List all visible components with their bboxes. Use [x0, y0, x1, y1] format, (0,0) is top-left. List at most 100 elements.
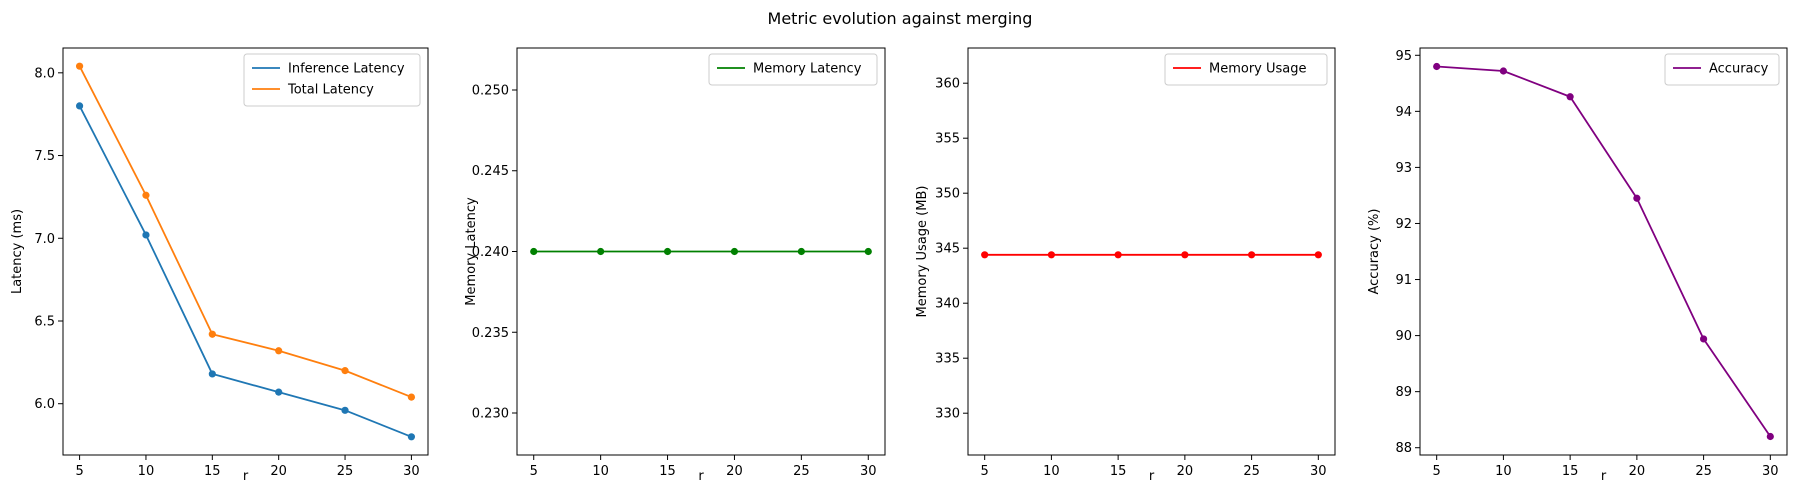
data-point	[1314, 251, 1322, 259]
data-point	[407, 433, 416, 441]
x-axis-label: r	[1149, 469, 1155, 484]
data-point	[208, 330, 216, 338]
subplot-3: 5 10 15 20 25 30 330 335 340 345 350 355 360 r Memory …	[915, 47, 1336, 484]
legend: Memory Usage	[1164, 53, 1328, 86]
x-tick-label: 20	[1629, 464, 1646, 479]
data-point	[730, 247, 739, 256]
subplot-2: 5 10 15 20 25 30 0.230 0.235 0.240 0.245 0.250 r Mem…	[464, 47, 886, 484]
data-point	[75, 62, 84, 70]
subplot-4: 5 10 15 20 25 30 88 89 90 91 92 93 94 95 r Accuracy (%)…	[1367, 47, 1788, 484]
x-tick-label: 10	[1043, 464, 1060, 479]
y-tick-label: 92	[1395, 217, 1412, 232]
x-tick-label: 30	[860, 464, 877, 479]
data-point	[1499, 67, 1508, 75]
x-tick-label: 20	[726, 464, 743, 479]
data-point	[341, 367, 349, 375]
x-tick-label: 10	[1495, 464, 1512, 479]
data-point	[1114, 251, 1122, 259]
y-tick-label: 6.5	[34, 314, 55, 329]
y-tick-label: 8.0	[34, 66, 55, 81]
x-axis-label: r	[1601, 469, 1607, 484]
y-tick-label: 94	[1395, 105, 1412, 120]
y-tick-label: 0.230	[472, 407, 509, 422]
legend-box	[243, 53, 421, 107]
data-point	[275, 347, 283, 355]
series-total-latency	[75, 62, 416, 401]
figure-title: Metric evolution against merging	[768, 9, 1033, 28]
x-axis-label: r	[243, 469, 249, 484]
data-point	[530, 247, 538, 256]
y-tick-label: 345	[935, 242, 960, 257]
data-point	[864, 247, 872, 256]
x-tick-label: 5	[530, 464, 538, 479]
y-tick-label: 93	[1395, 161, 1412, 176]
y-tick-label: 330	[935, 407, 960, 422]
legend-box	[1664, 53, 1780, 86]
series-line	[78, 105, 412, 438]
subplots: 5 10 15 20 25 30 6.0 6.5 7.0 7.5 8.0 r Latency (ms) I…	[10, 47, 1788, 484]
legend-label: Memory Usage	[1209, 62, 1307, 77]
data-point	[597, 247, 605, 256]
y-tick-label: 90	[1395, 329, 1412, 344]
x-tick-label: 10	[592, 464, 609, 479]
y-tick-label: 0.245	[472, 164, 509, 179]
y-axis-label: Memory Usage (MB)	[915, 186, 930, 318]
x-tick-label: 30	[1762, 464, 1779, 479]
legend: Accuracy	[1664, 53, 1780, 86]
data-point	[1566, 93, 1574, 101]
data-point	[1247, 251, 1256, 259]
legend-box	[708, 53, 878, 86]
data-point	[663, 247, 672, 256]
y-tick-label: 7.0	[34, 232, 55, 247]
x-tick-label: 20	[1177, 464, 1194, 479]
axes-frame	[62, 47, 429, 456]
series-memory-usage	[981, 251, 1322, 259]
y-tick-label: 0.235	[472, 326, 509, 341]
data-point	[1766, 432, 1774, 441]
series-inference-latency	[75, 102, 416, 441]
data-point	[75, 102, 84, 110]
x-tick-label: 15	[659, 464, 676, 479]
legend-label: Memory Latency	[753, 62, 862, 77]
axes-frame	[1419, 47, 1788, 456]
y-tick-label: 355	[935, 132, 960, 147]
data-point	[981, 251, 989, 259]
x-tick-label: 15	[204, 464, 221, 479]
y-tick-label: 7.5	[34, 149, 55, 164]
data-point	[208, 370, 216, 378]
data-point	[142, 231, 150, 239]
data-point	[142, 191, 150, 199]
y-axis-label: Memory Latency	[464, 197, 479, 306]
x-tick-label: 20	[270, 464, 287, 479]
y-axis-label: Latency (ms)	[10, 209, 25, 294]
x-tick-label: 25	[1695, 464, 1712, 479]
data-point	[1433, 62, 1441, 71]
x-tick-label: 10	[138, 464, 155, 479]
legend: Inference Latency Total Latency	[243, 53, 421, 107]
legend-label: Accuracy	[1709, 62, 1769, 77]
y-tick-label: 88	[1395, 441, 1412, 456]
series-accuracy	[1433, 62, 1774, 441]
y-tick-label: 350	[935, 187, 960, 202]
data-point	[275, 388, 283, 396]
y-tick-label: 91	[1395, 273, 1412, 288]
legend: Memory Latency	[708, 53, 878, 86]
x-tick-label: 5	[75, 464, 83, 479]
data-point	[341, 406, 349, 414]
series-memory-latency	[530, 247, 872, 256]
legend-label: Inference Latency	[288, 62, 405, 77]
y-tick-label: 6.0	[34, 397, 55, 412]
data-point	[1633, 194, 1641, 202]
legend-box	[1164, 53, 1328, 86]
data-point	[1047, 251, 1056, 259]
data-point	[797, 247, 805, 256]
y-tick-label: 0.250	[472, 83, 509, 98]
x-tick-label: 30	[403, 464, 420, 479]
data-point	[1181, 251, 1189, 259]
y-tick-label: 360	[935, 77, 960, 92]
y-axis-label: Accuracy (%)	[1367, 209, 1382, 295]
x-tick-label: 5	[981, 464, 989, 479]
x-tick-label: 25	[793, 464, 810, 479]
series-line	[1436, 65, 1772, 438]
x-tick-label: 5	[1433, 464, 1441, 479]
